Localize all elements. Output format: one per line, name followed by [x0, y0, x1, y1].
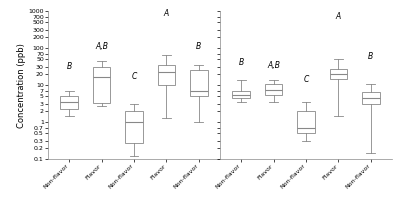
- Text: C: C: [131, 72, 137, 81]
- PathPatch shape: [232, 91, 250, 98]
- PathPatch shape: [125, 111, 143, 143]
- Text: A,B: A,B: [267, 61, 280, 70]
- PathPatch shape: [158, 65, 175, 85]
- PathPatch shape: [265, 84, 282, 95]
- Y-axis label: Concentration (ppb): Concentration (ppb): [16, 43, 26, 128]
- Text: A: A: [164, 10, 169, 19]
- Text: B: B: [66, 62, 72, 71]
- Text: B: B: [238, 58, 244, 67]
- Text: A,B: A,B: [95, 42, 108, 51]
- PathPatch shape: [190, 70, 208, 96]
- Text: B: B: [368, 52, 374, 61]
- Text: B: B: [196, 42, 202, 51]
- PathPatch shape: [60, 96, 78, 109]
- PathPatch shape: [330, 69, 347, 79]
- PathPatch shape: [362, 92, 380, 105]
- PathPatch shape: [297, 111, 315, 133]
- Text: A: A: [336, 12, 341, 21]
- PathPatch shape: [93, 67, 110, 103]
- Text: C: C: [303, 75, 309, 84]
